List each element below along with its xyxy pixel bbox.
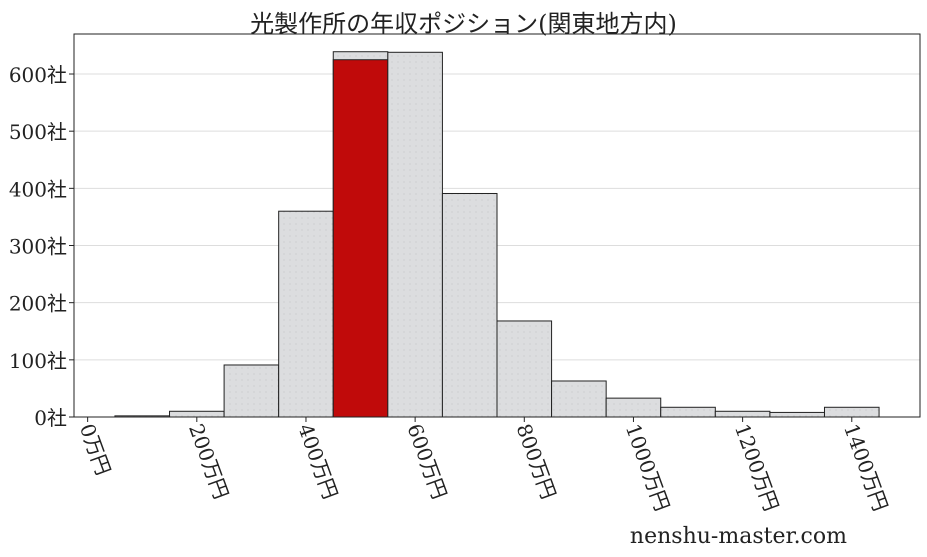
- x-tick-label: 200万円: [184, 421, 233, 503]
- histogram-bar: [605, 397, 662, 418]
- highlight-bar: [332, 59, 389, 418]
- histogram-bar: [769, 411, 825, 418]
- histogram-bar: [660, 406, 716, 418]
- histogram-bar: [441, 192, 498, 418]
- histogram-bar: [169, 410, 225, 418]
- x-tick-label: 1000万円: [621, 421, 675, 515]
- x-tick-label: 1200万円: [730, 421, 784, 515]
- watermark: nenshu-master.com: [629, 524, 847, 549]
- histogram-bar: [714, 410, 771, 418]
- y-tick-label: 0社: [34, 406, 67, 430]
- histogram-bar: [823, 406, 880, 418]
- y-tick-label: 200社: [9, 292, 67, 316]
- plot-frame: [73, 33, 921, 418]
- histogram-bar: [496, 320, 553, 418]
- y-tick-label: 300社: [9, 235, 67, 259]
- y-tick-label: 100社: [9, 349, 67, 373]
- y-tick-label: 500社: [9, 120, 67, 144]
- x-tick-label: 600万円: [402, 421, 451, 503]
- x-tick-label: 0万円: [75, 421, 116, 479]
- histogram-bar: [551, 380, 607, 418]
- x-tick-label: 400万円: [293, 421, 342, 503]
- histogram-bar: [387, 51, 443, 418]
- histogram-bar: [223, 364, 280, 418]
- x-tick-label: 1400万円: [839, 421, 893, 515]
- histogram-bar: [278, 210, 334, 418]
- chart-title: 光製作所の年収ポジション(関東地方内): [250, 10, 677, 38]
- y-tick-label: 400社: [9, 177, 67, 201]
- y-tick-label: 600社: [9, 63, 67, 87]
- x-tick-label: 800万円: [512, 421, 561, 503]
